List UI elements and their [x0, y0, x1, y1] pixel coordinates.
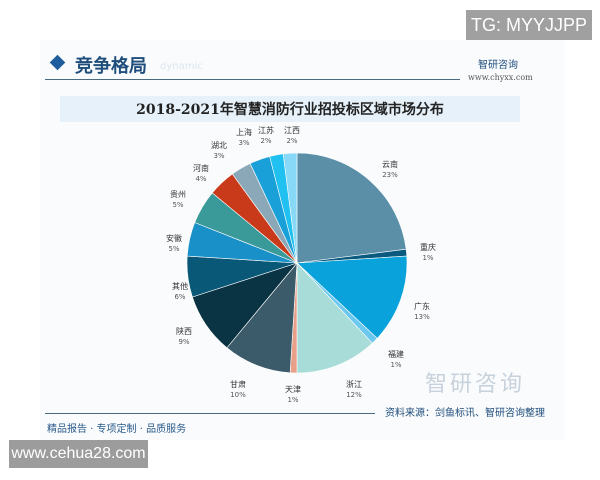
source-note: 资料来源：剑鱼标讯、智研咨询整理 [385, 408, 545, 419]
chart-title: 2018-2021年智慧消防行业招投标区域市场分布 [136, 102, 444, 118]
pie-slice-15 [282, 152, 298, 264]
slice-name: 浙江 [346, 380, 362, 389]
pie-slice-4 [296, 262, 373, 374]
slice-label: 其他 6% [172, 281, 188, 303]
slice-value: 5% [172, 201, 184, 209]
slice-name: 陕西 [176, 327, 192, 336]
logo: 智研咨询 [478, 60, 518, 71]
slice-label: 广东 13% [414, 301, 430, 323]
slice-value: 1% [287, 396, 299, 404]
slice-label: 浙江 12% [346, 379, 362, 401]
slice-name: 湖北 [211, 141, 227, 150]
slice-label: 陕西 9% [176, 326, 192, 348]
slice-name: 江西 [284, 126, 300, 135]
slice-label: 甘肃 10% [230, 379, 246, 401]
slice-value: 3% [238, 139, 250, 147]
pie-slice-0 [296, 152, 407, 264]
slice-label: 安徽 5% [166, 233, 182, 255]
slice-value: 3% [213, 152, 225, 160]
slice-label: 江西 2% [284, 125, 300, 147]
section-title: 竞争格局 [75, 56, 147, 77]
divider [45, 79, 460, 80]
slice-label: 上海 3% [236, 127, 252, 149]
slice-value: 9% [178, 338, 190, 346]
slice-label: 贵州 5% [170, 189, 186, 211]
slice-name: 其他 [172, 282, 188, 291]
slice-name: 安徽 [166, 234, 182, 243]
watermark-bottom: www.cehua28.com [9, 440, 148, 468]
slice-name: 上海 [236, 128, 252, 137]
slice-name: 天津 [285, 385, 301, 394]
slice-label: 云南 23% [382, 159, 398, 181]
watermark-top: TG: MYYJJPP [466, 10, 592, 40]
slice-value: 12% [346, 391, 362, 399]
slice-label: 湖北 3% [211, 140, 227, 162]
footer-slogan: 精品报告 · 专项定制 · 品质服务 [47, 424, 187, 435]
brand-watermark: 智研咨询 [425, 372, 526, 397]
slice-label: 江苏 2% [258, 125, 274, 147]
slice-value: 1% [390, 361, 402, 369]
slice-name: 广东 [414, 302, 430, 311]
slice-value: 10% [230, 391, 246, 399]
slice-value: 2% [286, 137, 298, 145]
slice-name: 江苏 [258, 126, 274, 135]
slice-value: 6% [174, 293, 186, 301]
slice-label: 天津 1% [285, 384, 301, 406]
slice-name: 云南 [382, 160, 398, 169]
logo-url: www.chyxx.com [468, 73, 533, 82]
slice-value: 1% [422, 254, 434, 262]
pie-slice-2 [296, 255, 408, 339]
slice-name: 甘肃 [230, 380, 246, 389]
slice-name: 福建 [388, 350, 404, 359]
slice-label: 重庆 1% [420, 242, 436, 264]
section-subtitle: dynamic [160, 61, 203, 72]
slice-value: 4% [195, 175, 207, 183]
slice-value: 5% [168, 245, 180, 253]
slice-name: 重庆 [420, 243, 436, 252]
divider [45, 413, 375, 414]
title-bar [60, 96, 520, 122]
slice-label: 河南 4% [193, 163, 209, 185]
slice-name: 河南 [193, 164, 209, 173]
slice-label: 福建 1% [388, 349, 404, 371]
slice-value: 13% [414, 313, 430, 321]
slice-name: 贵州 [170, 190, 186, 199]
slice-value: 2% [260, 137, 272, 145]
slice-value: 23% [382, 171, 398, 179]
